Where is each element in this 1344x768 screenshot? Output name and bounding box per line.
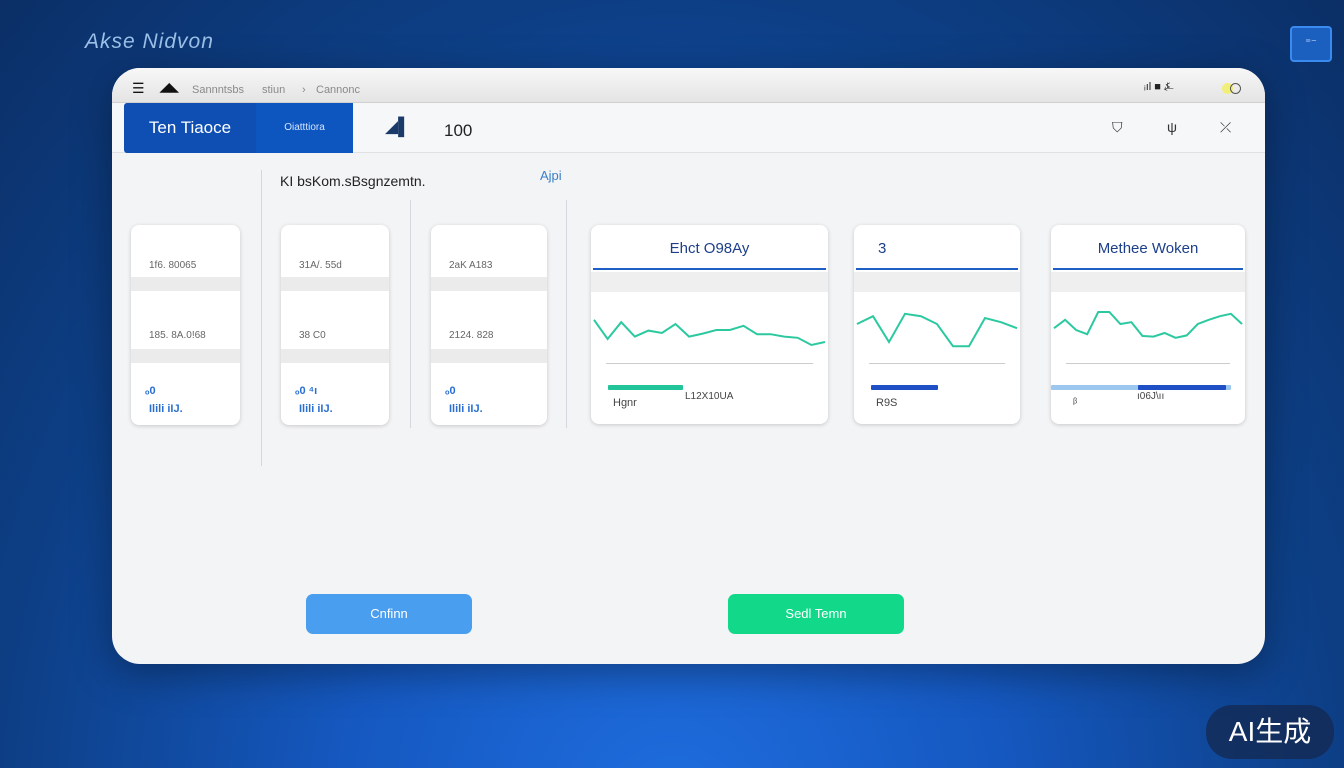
sparkline (593, 319, 826, 347)
header: Ten Tiaoce Oiatttiora ◢▌ 100 ⛉ ψ ⤫ (112, 103, 1265, 153)
chart-card[interactable]: Methee Woken ᵝ ı06J\ıı (1051, 225, 1245, 424)
chart-card[interactable]: Ehct O98Ay Hgnr L12X10UA (591, 225, 828, 424)
divider (281, 349, 389, 363)
section-title: KI bsKom.sBsgnzemtn. (280, 173, 426, 189)
stat-link[interactable]: Ilili iIJ. (299, 403, 333, 415)
stat-value: 31A/. 55d (299, 260, 342, 271)
chart-card[interactable]: 3 R9S (854, 225, 1020, 424)
breadcrumb-item[interactable]: Sannntsbs (192, 84, 244, 96)
divider (281, 277, 389, 291)
stat-card[interactable]: 31A/. 55d 38 C0 ₒ0 ⁴ı Ilili iIJ. (281, 225, 389, 425)
api-link[interactable]: Ajpi (540, 168, 562, 183)
baseline (869, 363, 1005, 364)
sparkline (856, 312, 1018, 348)
sparkline-line (593, 319, 826, 347)
stat-card[interactable]: 1f6. 80065 185. 8A.0!68 ₒ0 Ilili iIJ. (131, 225, 240, 425)
tab-main[interactable]: Ten Tiaoce (124, 103, 256, 153)
breadcrumb-item[interactable]: Cannonc (316, 84, 361, 96)
chart-card-title: Ehct O98Ay (669, 240, 750, 257)
divider (261, 170, 262, 466)
band (1051, 272, 1245, 292)
divider (431, 349, 547, 363)
title-underline (856, 268, 1018, 270)
sparkline (1053, 311, 1243, 339)
ai-generated-watermark: AI生成 (1206, 705, 1334, 759)
stat-value: 185. 8A.0!68 (149, 330, 206, 341)
progress-bar (1138, 385, 1226, 390)
stat-value: 1f6. 80065 (149, 260, 197, 271)
stat-icon: ₒ0 (145, 385, 156, 397)
chart-card-title: 3 (878, 240, 887, 257)
menu-icon[interactable]: ☰ (132, 80, 145, 96)
stat-link[interactable]: Ilili iIJ. (449, 403, 483, 415)
band (854, 272, 1020, 292)
send-button[interactable]: Sedl Temn (728, 594, 904, 634)
breadcrumb-item[interactable]: stiun (262, 84, 286, 96)
baseline (1066, 363, 1230, 364)
chart-card-sublabel: L12X10UA (685, 391, 734, 402)
brand-logo: Akse Nidvon (85, 30, 214, 53)
stat-value: 38 C0 (299, 330, 326, 341)
stat-icon: ₒ0 ⁴ı (295, 385, 318, 397)
logo-icon: ◢◣ (160, 80, 179, 94)
status-icons: ᵢıl ■ ⍼ (1144, 81, 1174, 93)
sparkline-line (856, 312, 1018, 348)
chart-card-label: ᵝ (1073, 397, 1078, 409)
stat-icon: ₒ0 (445, 385, 456, 397)
chart-card-title: Methee Woken (1097, 240, 1199, 257)
stat-link[interactable]: Ilili iIJ. (149, 403, 183, 415)
divider (131, 349, 240, 363)
chart-card-label: Hgnr (613, 397, 637, 409)
title-bar: ☰ ◢◣ Sannntsbs stiun › Cannonc ᵢıl ■ ⍼ (112, 68, 1265, 103)
divider (566, 200, 567, 428)
chart-card-sublabel: ı06J\ıı (1137, 391, 1165, 402)
toggle-icon[interactable] (1222, 81, 1244, 95)
stat-value: 2aK A183 (449, 260, 493, 271)
progress-bar (871, 385, 938, 390)
shield-icon[interactable]: ⛉ (1112, 119, 1123, 135)
band (591, 272, 828, 292)
close-icon[interactable]: ⤫ (1220, 119, 1232, 135)
stat-card[interactable]: 2aK A183 2124. 828 ₒ0 Ilili iIJ. (431, 225, 547, 425)
sparkline-line (1053, 311, 1243, 339)
divider (431, 277, 547, 291)
signal-chart-icon: ◢▌ (385, 117, 411, 136)
tab-secondary[interactable]: Oiatttiora (256, 103, 353, 153)
title-underline (1053, 268, 1243, 270)
header-value: 100 (444, 121, 473, 140)
confirm-button[interactable]: Cnfinn (306, 594, 472, 634)
chart-card-label: R9S (876, 397, 898, 409)
app-window: ☰ ◢◣ Sannntsbs stiun › Cannonc ᵢıl ■ ⍼ T… (112, 68, 1265, 664)
divider (131, 277, 240, 291)
baseline (606, 363, 813, 364)
title-underline (593, 268, 826, 270)
stat-value: 2124. 828 (449, 330, 494, 341)
breadcrumb-separator: › (302, 84, 306, 96)
divider (410, 200, 411, 428)
progress-bar (608, 385, 683, 390)
fork-icon[interactable]: ψ (1167, 119, 1177, 135)
app-icon[interactable]: ⁼⁻ (1290, 26, 1332, 62)
